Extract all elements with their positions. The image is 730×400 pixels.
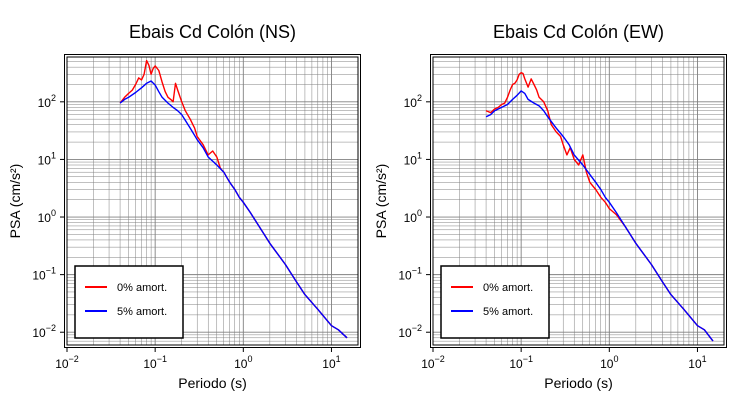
x-tick-label: 100 <box>234 354 252 371</box>
x-tick-label: 100 <box>600 354 618 371</box>
series-line-amort-5 <box>119 80 348 339</box>
legend-label: 5% amort. <box>483 306 533 318</box>
legend-label: 0% amort. <box>483 282 533 294</box>
x-tick-label: 101 <box>322 354 340 371</box>
x-tick-label: 101 <box>688 354 706 371</box>
chart-title-ew: Ebais Cd Colón (EW) <box>493 22 664 42</box>
y-tick-label: 101 <box>404 150 422 167</box>
x-axis-label: Periodo (s) <box>178 375 246 391</box>
x-tick-label: 10−2 <box>421 354 445 371</box>
chart-panel-ew: 10−2 10−1 100 101 10−2 10−1 100 101 102 Ebais Cd … <box>373 22 727 391</box>
x-tick-label: 10−1 <box>143 354 167 371</box>
x-tick-label: 10−2 <box>55 354 79 371</box>
plot-frame <box>66 56 359 346</box>
y-tick-label: 10−1 <box>32 266 56 283</box>
y-tick-label: 102 <box>404 93 422 110</box>
series-line-amort-5 <box>485 90 714 342</box>
y-axis-label: PSA (cm/s²) <box>373 164 389 239</box>
legend-box <box>440 265 550 339</box>
plot-frame-outer <box>430 54 727 348</box>
y-tick-label: 102 <box>38 93 56 110</box>
y-tick-label: 101 <box>38 150 56 167</box>
plot-frame <box>432 56 725 346</box>
legend: 0% amort. 5% amort. <box>440 265 550 339</box>
chart-panel-ns: 10−2 10−1 100 101 10−2 10−1 100 101 102 Ebais Cd … <box>7 22 361 391</box>
legend: 0% amort. 5% amort. <box>74 265 184 339</box>
y-tick-label: 10−2 <box>398 323 422 340</box>
y-tick-label: 10−2 <box>32 323 56 340</box>
y-tick-label: 100 <box>38 208 56 225</box>
x-tick-label: 10−1 <box>509 354 533 371</box>
chart-title-ns: Ebais Cd Colón (NS) <box>129 22 296 42</box>
y-tick-label: 100 <box>404 208 422 225</box>
legend-label: 5% amort. <box>117 306 167 318</box>
y-tick-label: 10−1 <box>398 266 422 283</box>
y-axis-label: PSA (cm/s²) <box>7 164 23 239</box>
legend-label: 0% amort. <box>117 282 167 294</box>
plot-frame-outer <box>64 54 361 348</box>
legend-box <box>74 265 184 339</box>
x-axis-label: Periodo (s) <box>544 375 612 391</box>
